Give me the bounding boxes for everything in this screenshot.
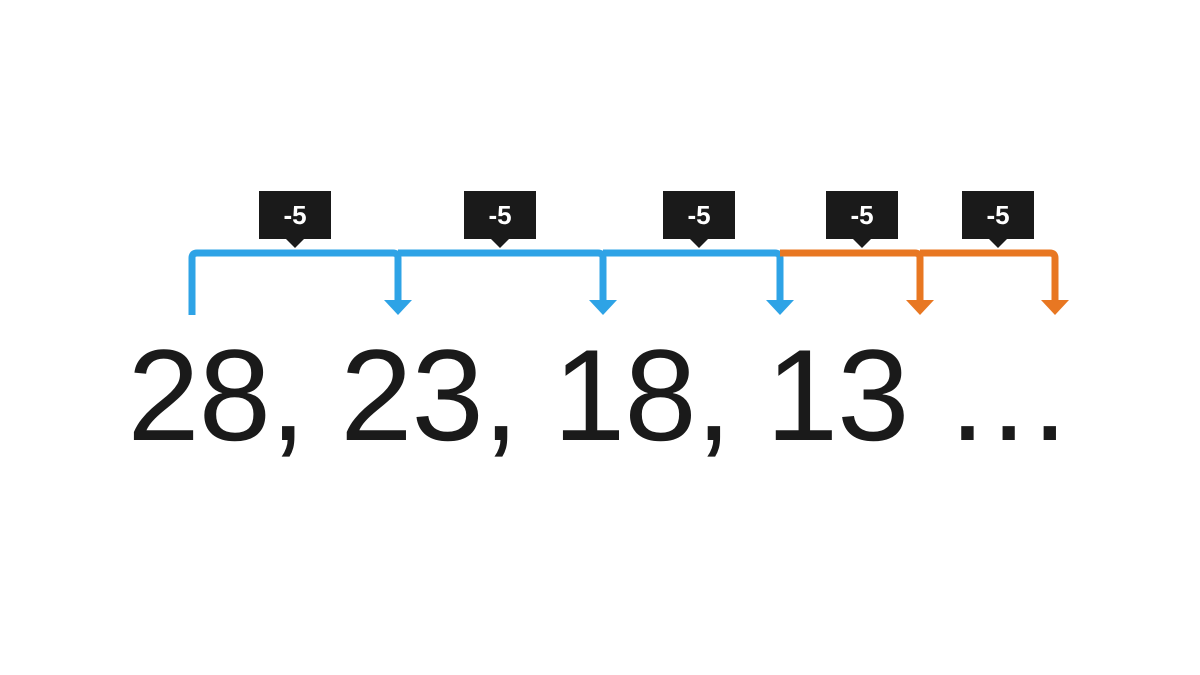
- bracket-path: [920, 253, 1055, 301]
- diagram-canvas: 28, 23, 18, 13 … -5-5-5-5-5: [0, 0, 1200, 675]
- step-label-text: -5: [986, 200, 1009, 231]
- bracket-arrowhead: [1041, 300, 1069, 315]
- step-label-tail: [988, 238, 1008, 248]
- step-label: -5: [962, 191, 1034, 239]
- step-bracket: [0, 0, 1200, 675]
